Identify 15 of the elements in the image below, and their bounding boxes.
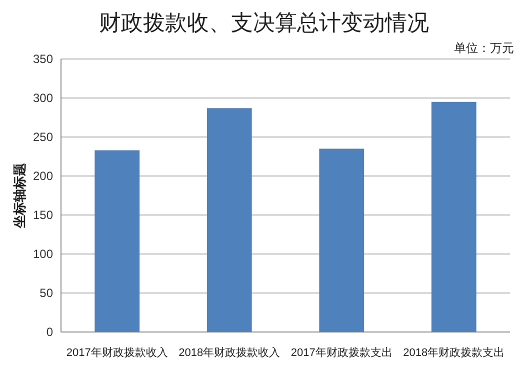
y-tick-label: 50 bbox=[40, 286, 54, 300]
y-tick-label: 300 bbox=[32, 91, 54, 105]
y-tick-label: 150 bbox=[32, 208, 54, 222]
y-tick-label: 100 bbox=[32, 247, 54, 261]
y-tick-label: 200 bbox=[32, 169, 54, 183]
y-tick-label: 0 bbox=[46, 325, 54, 339]
chart-title: 财政拨款收、支决算总计变动情况 bbox=[99, 10, 429, 35]
y-tick-label: 250 bbox=[32, 130, 54, 144]
text: 单位：万元 bbox=[454, 41, 514, 55]
y-tick-label: 350 bbox=[32, 52, 54, 66]
x-tick-label: 2018年财政拨款支出 bbox=[403, 346, 505, 359]
x-tick-label: 2017年财政拨款支出 bbox=[290, 346, 392, 359]
x-tick-label: 2017年财政拨款收入 bbox=[66, 346, 168, 359]
x-tick-label: 2018年财政拨款收入 bbox=[178, 346, 280, 359]
y-axis-title: 坐标轴标题 bbox=[12, 163, 27, 229]
